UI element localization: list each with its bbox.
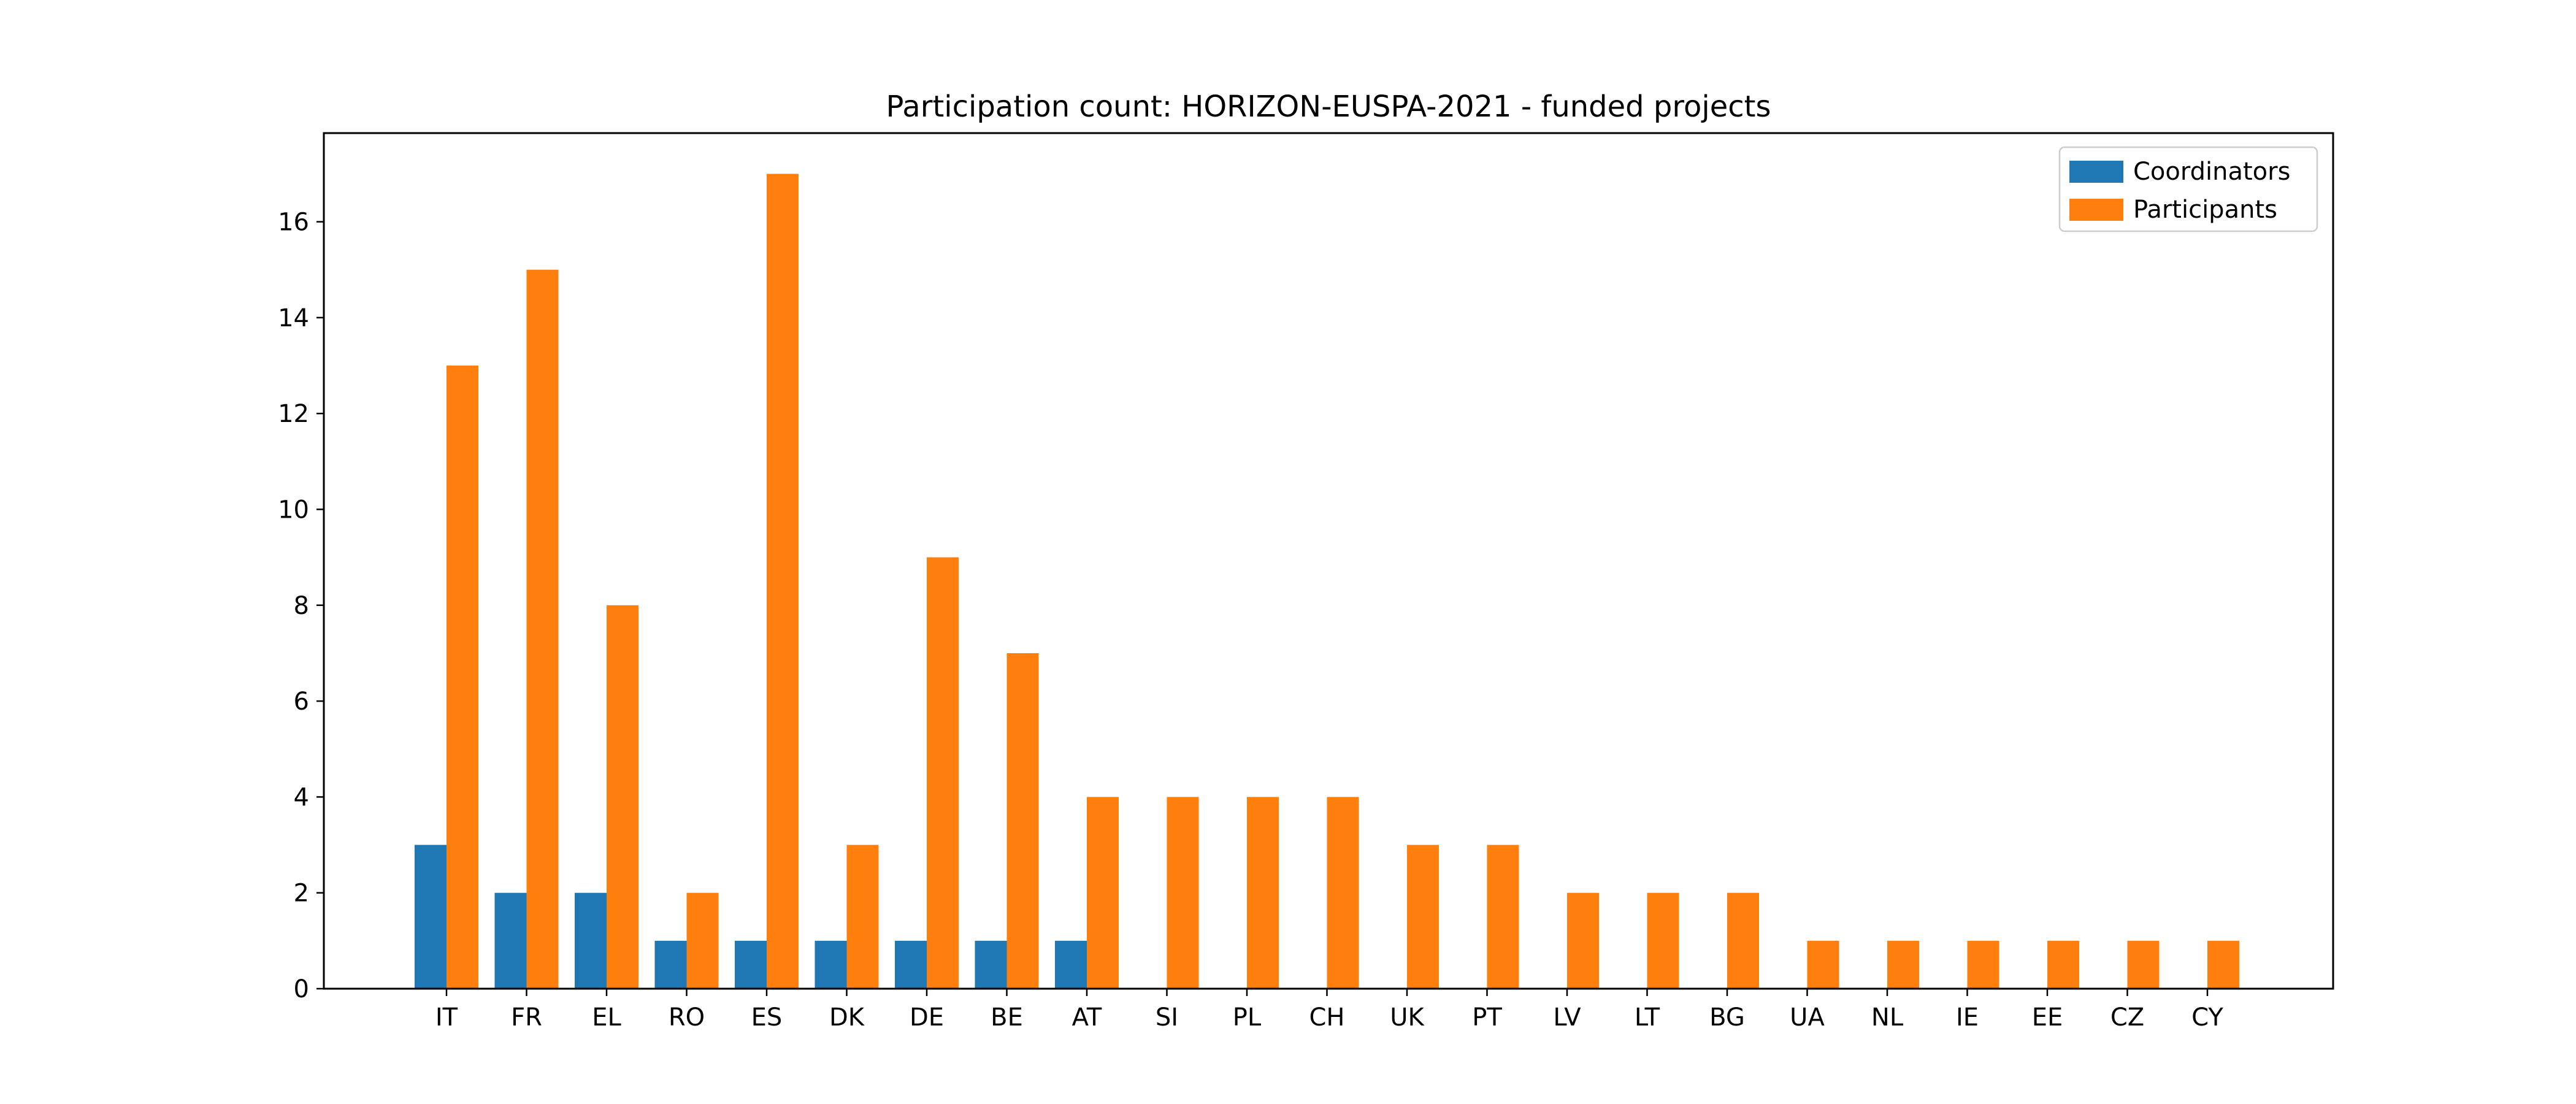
- bar-coordinators-es: [735, 940, 767, 989]
- legend: Coordinators Participants: [2058, 146, 2318, 232]
- bar-coordinators-dk: [815, 940, 847, 989]
- y-tick-label-10: 10: [278, 496, 309, 524]
- x-tick-label-ua: UA: [1790, 1003, 1825, 1032]
- bar-participants-cz: [2127, 940, 2160, 989]
- bar-coordinators-be: [975, 940, 1007, 989]
- x-tick-label-uk: UK: [1390, 1003, 1425, 1032]
- bar-participants-ro: [686, 892, 719, 989]
- bar-participants-el: [607, 605, 638, 989]
- bar-participants-lt: [1647, 892, 1679, 989]
- x-tick-label-si: SI: [1156, 1003, 1178, 1032]
- bar-participants-be: [1006, 653, 1039, 989]
- bar-coordinators-de: [895, 940, 927, 989]
- y-tick-label-4: 4: [294, 783, 309, 811]
- x-tick-label-el: EL: [592, 1003, 621, 1032]
- x-tick-label-nl: NL: [1871, 1003, 1904, 1032]
- legend-swatch-participants: [2069, 199, 2123, 221]
- x-tick-label-es: ES: [751, 1003, 783, 1032]
- legend-label-coordinators: Coordinators: [2133, 158, 2290, 186]
- x-tick-label-it: IT: [435, 1003, 458, 1032]
- bar-participants-ua: [1807, 940, 1839, 989]
- bar-participants-uk: [1407, 845, 1439, 989]
- x-tick-label-bg: BG: [1709, 1003, 1745, 1032]
- x-tick-label-ch: CH: [1309, 1003, 1344, 1032]
- bar-participants-nl: [1887, 940, 1919, 989]
- legend-label-participants: Participants: [2133, 196, 2277, 224]
- bar-participants-bg: [1727, 892, 1759, 989]
- x-tick-label-ee: EE: [2032, 1003, 2063, 1032]
- bar-coordinators-el: [575, 892, 607, 989]
- bar-participants-lv: [1567, 892, 1599, 989]
- bar-coordinators-ro: [654, 940, 687, 989]
- x-tick-label-lt: LT: [1635, 1003, 1660, 1032]
- x-tick-label-cz: CZ: [2110, 1003, 2144, 1032]
- y-tick-label-12: 12: [278, 400, 309, 428]
- bar-coordinators-fr: [494, 892, 527, 989]
- bar-participants-it: [447, 366, 478, 989]
- x-tick-label-lv: LV: [1553, 1003, 1581, 1032]
- x-tick-label-at: AT: [1072, 1003, 1102, 1032]
- bars-layer: [415, 174, 2239, 989]
- bar-participants-at: [1087, 797, 1119, 989]
- x-tick-label-be: BE: [991, 1003, 1023, 1032]
- bar-participants-fr: [526, 269, 559, 989]
- plot-frame: [323, 132, 2334, 990]
- y-tick-label-8: 8: [294, 592, 309, 620]
- axes-layer: IT FR EL RO ES DK DE BE AT SI PL CH UK PT LV LT BG UA NL IE…: [278, 132, 2334, 1032]
- bar-participants-de: [927, 557, 959, 989]
- bar-participants-ie: [1967, 940, 1999, 989]
- bar-participants-es: [767, 174, 799, 989]
- y-tick-label-16: 16: [278, 209, 309, 237]
- bar-participants-pl: [1247, 797, 1279, 989]
- x-tick-label-ro: RO: [669, 1003, 705, 1032]
- bar-coordinators-at: [1055, 940, 1087, 989]
- x-tick-label-pl: PL: [1233, 1003, 1262, 1032]
- bar-participants-pt: [1487, 845, 1519, 989]
- legend-box: [2058, 146, 2318, 232]
- bar-participants-cy: [2207, 940, 2239, 989]
- x-tick-label-cy: CY: [2191, 1003, 2223, 1032]
- bar-coordinators-it: [415, 845, 447, 989]
- x-tick-label-pt: PT: [1472, 1003, 1502, 1032]
- y-tick-label-6: 6: [294, 688, 309, 716]
- chart-title: Participation count: HORIZON-EUSPA-2021 …: [886, 90, 1771, 124]
- x-tick-label-de: DE: [910, 1003, 944, 1032]
- y-tick-label-14: 14: [278, 304, 309, 332]
- x-tick-label-fr: FR: [511, 1003, 542, 1032]
- legend-swatch-coordinators: [2069, 161, 2123, 183]
- y-tick-label-2: 2: [294, 880, 309, 908]
- y-tick-label-0: 0: [294, 975, 309, 1003]
- bar-participants-ee: [2047, 940, 2079, 989]
- bar-participants-ch: [1327, 797, 1359, 989]
- bar-participants-dk: [846, 845, 879, 989]
- bar-participants-si: [1167, 797, 1199, 989]
- x-tick-label-ie: IE: [1956, 1003, 1979, 1032]
- x-tick-label-dk: DK: [829, 1003, 865, 1032]
